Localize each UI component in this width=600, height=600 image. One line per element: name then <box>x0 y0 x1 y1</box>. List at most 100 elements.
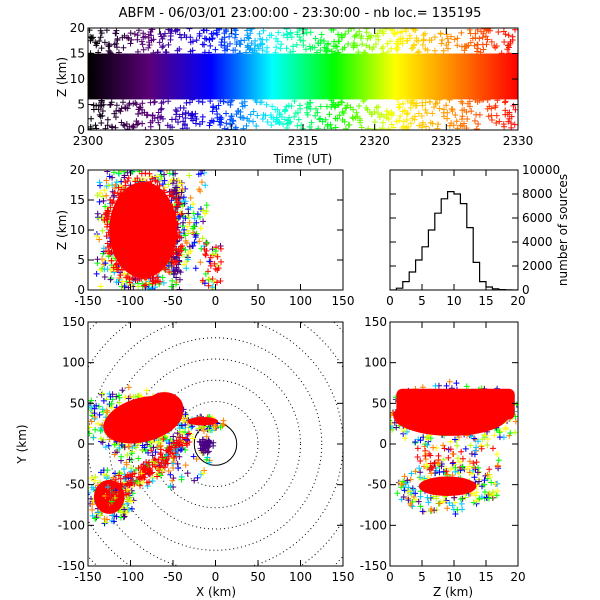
y-tick-label: 150 <box>364 315 387 329</box>
source-marker <box>401 487 408 494</box>
source-marker <box>192 110 199 117</box>
source-marker <box>88 487 91 489</box>
source-marker <box>339 46 346 53</box>
source-marker <box>181 31 188 38</box>
source-marker <box>166 170 173 177</box>
source-marker <box>99 227 106 234</box>
source-marker <box>157 106 164 113</box>
source-marker <box>115 194 122 201</box>
source-marker <box>101 216 108 223</box>
source-marker <box>141 109 148 116</box>
source-marker <box>245 35 252 42</box>
source-marker <box>107 231 114 238</box>
source-marker <box>125 35 132 42</box>
source-marker <box>404 110 411 117</box>
source-marker <box>131 197 138 204</box>
source-marker <box>136 239 143 246</box>
source-marker <box>202 270 209 277</box>
source-marker <box>458 448 465 455</box>
source-marker <box>457 496 464 503</box>
source-marker <box>88 427 90 429</box>
source-marker <box>150 36 157 43</box>
source-marker <box>217 116 224 123</box>
source-marker <box>436 105 443 112</box>
source-marker <box>124 471 131 478</box>
source-marker <box>424 47 431 54</box>
source-marker <box>202 252 209 259</box>
x-tick-label: 5 <box>418 294 426 308</box>
source-marker <box>136 214 143 221</box>
source-marker <box>154 274 161 281</box>
source-marker <box>205 276 212 283</box>
source-marker <box>365 33 372 40</box>
source-marker <box>107 204 114 211</box>
source-marker <box>200 218 207 225</box>
source-marker <box>229 120 236 127</box>
source-marker <box>108 498 115 505</box>
source-marker <box>382 417 388 423</box>
x-tick-label: 2300 <box>73 134 104 148</box>
source-marker <box>127 219 134 226</box>
source-marker <box>98 120 105 127</box>
source-marker <box>464 465 471 472</box>
source-marker <box>123 216 130 223</box>
source-marker <box>277 111 284 118</box>
source-marker <box>159 220 166 227</box>
plan-view-x-axis-label: X (km) <box>196 585 236 599</box>
x-tick-label: 20 <box>510 294 525 308</box>
source-marker <box>134 277 141 284</box>
source-marker <box>124 496 131 503</box>
source-marker <box>466 28 473 33</box>
source-marker <box>133 118 140 125</box>
source-marker <box>447 446 454 453</box>
source-marker <box>190 229 197 236</box>
histogram-y-axis-label: number of sources <box>556 174 570 286</box>
source-marker <box>133 444 140 451</box>
y-tick-label: 5 <box>77 253 85 267</box>
source-marker <box>124 451 131 458</box>
source-marker <box>92 413 99 420</box>
plan-view-y-axis-label: Y (km) <box>15 424 29 464</box>
source-marker <box>103 177 110 184</box>
source-marker <box>210 442 217 449</box>
source-marker <box>97 469 104 476</box>
source-marker <box>274 38 281 45</box>
source-marker <box>121 170 128 175</box>
source-marker <box>174 220 181 227</box>
source-marker <box>334 115 341 122</box>
source-marker <box>401 473 408 480</box>
source-marker <box>161 193 168 200</box>
source-marker <box>175 177 182 184</box>
source-marker <box>415 38 422 45</box>
source-marker <box>209 246 216 253</box>
source-marker <box>472 447 479 454</box>
source-marker <box>494 451 501 458</box>
source-marker <box>342 125 349 130</box>
source-marker <box>415 110 422 117</box>
plot-area <box>390 191 518 290</box>
source-marker <box>182 246 189 253</box>
source-marker <box>107 101 114 108</box>
source-marker <box>454 42 461 49</box>
source-marker <box>277 45 284 52</box>
source-marker <box>338 33 345 40</box>
source-marker <box>194 211 201 218</box>
source-marker <box>82 416 88 422</box>
source-marker <box>444 505 451 512</box>
source-marker <box>199 41 206 48</box>
source-marker <box>197 259 204 266</box>
source-marker <box>516 406 518 408</box>
source-marker <box>446 122 453 129</box>
source-marker <box>100 436 107 443</box>
source-marker <box>180 194 187 201</box>
source-marker <box>121 506 128 513</box>
source-marker <box>115 257 122 264</box>
source-marker <box>475 438 482 445</box>
y-tick-label: 0 <box>77 123 85 137</box>
source-marker <box>121 174 128 181</box>
source-marker <box>342 30 349 37</box>
source-marker <box>380 30 387 37</box>
source-marker <box>488 492 495 499</box>
source-marker <box>313 49 320 56</box>
source-marker <box>500 121 507 128</box>
